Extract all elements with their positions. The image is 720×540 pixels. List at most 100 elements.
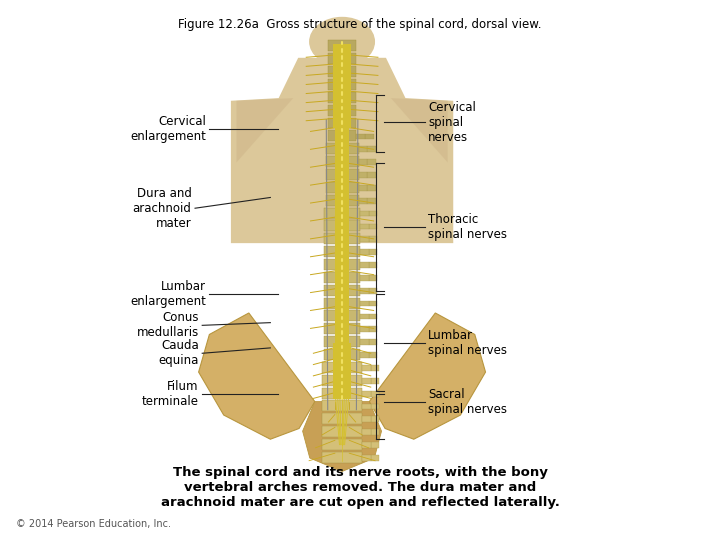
Bar	[369, 314, 377, 319]
Bar	[369, 262, 377, 268]
Circle shape	[310, 17, 374, 66]
Bar	[360, 262, 369, 268]
Bar	[328, 66, 356, 77]
Bar	[362, 365, 371, 371]
Text: Cauda
equina: Cauda equina	[158, 339, 199, 367]
Bar	[324, 323, 360, 334]
Bar	[362, 416, 371, 422]
Bar	[362, 378, 371, 383]
Bar	[333, 342, 351, 399]
Bar	[328, 79, 356, 90]
Polygon shape	[236, 98, 293, 163]
Text: The spinal cord and its nerve roots, with the bony
vertebral arches removed. The: The spinal cord and its nerve roots, wit…	[161, 466, 559, 509]
Bar	[328, 105, 356, 116]
Bar	[367, 185, 376, 191]
Polygon shape	[391, 98, 448, 163]
Bar	[360, 211, 369, 217]
Bar	[369, 275, 377, 281]
Bar	[369, 237, 377, 242]
Bar	[369, 327, 377, 332]
Bar	[328, 53, 356, 64]
Text: Lumbar
enlargement: Lumbar enlargement	[130, 280, 206, 308]
Bar	[369, 288, 377, 294]
Bar	[371, 391, 379, 396]
Bar	[371, 416, 379, 422]
Bar	[328, 131, 356, 141]
Bar	[324, 272, 360, 283]
Text: Filum
terminale: Filum terminale	[142, 380, 199, 408]
Bar	[369, 224, 377, 230]
Bar	[371, 455, 379, 461]
Bar	[324, 349, 360, 360]
Bar	[360, 314, 369, 319]
Text: Dura and
arachnoid
mater: Dura and arachnoid mater	[132, 187, 192, 230]
Bar	[325, 169, 359, 180]
Bar	[360, 352, 369, 358]
Bar	[360, 327, 369, 332]
Polygon shape	[231, 58, 453, 243]
Bar	[367, 198, 376, 204]
Bar	[371, 403, 379, 409]
Bar	[328, 118, 356, 129]
Bar	[324, 220, 360, 231]
Bar	[371, 378, 379, 383]
Bar	[360, 275, 369, 281]
Bar	[322, 362, 362, 373]
Bar	[328, 40, 356, 51]
Bar	[362, 391, 371, 396]
Bar	[362, 429, 371, 435]
Bar	[328, 92, 356, 103]
Bar	[324, 207, 360, 219]
Bar	[367, 146, 376, 152]
Bar	[359, 159, 367, 165]
Bar	[335, 127, 349, 342]
Bar	[362, 403, 371, 409]
Bar	[369, 211, 377, 217]
Bar	[359, 172, 367, 178]
Polygon shape	[199, 313, 315, 439]
Bar	[367, 172, 376, 178]
Bar	[369, 352, 377, 358]
Polygon shape	[302, 402, 382, 471]
Text: Lumbar
spinal nerves: Lumbar spinal nerves	[428, 328, 507, 356]
Bar	[367, 159, 376, 165]
Bar	[322, 413, 362, 424]
Text: Cervical
enlargement: Cervical enlargement	[130, 115, 206, 143]
Bar	[359, 198, 367, 204]
Bar	[325, 195, 359, 206]
Bar	[359, 146, 367, 152]
Bar	[360, 288, 369, 294]
Bar	[325, 143, 359, 154]
Bar	[322, 401, 362, 411]
Bar	[371, 442, 379, 448]
Text: Cervical
spinal
nerves: Cervical spinal nerves	[428, 101, 476, 144]
Text: © 2014 Pearson Education, Inc.: © 2014 Pearson Education, Inc.	[16, 519, 171, 529]
Bar	[369, 249, 377, 255]
Bar	[324, 233, 360, 244]
Bar	[324, 336, 360, 347]
Bar	[324, 285, 360, 296]
Bar	[371, 429, 379, 435]
Text: Thoracic
spinal nerves: Thoracic spinal nerves	[428, 213, 507, 241]
Bar	[324, 310, 360, 321]
Bar	[356, 133, 365, 139]
Bar	[360, 237, 369, 242]
Bar	[362, 455, 371, 461]
Bar	[362, 442, 371, 448]
Bar	[365, 133, 374, 139]
Bar	[322, 388, 362, 399]
Text: Sacral
spinal nerves: Sacral spinal nerves	[428, 388, 507, 416]
Bar	[322, 375, 362, 386]
Text: Figure 12.26a  Gross structure of the spinal cord, dorsal view.: Figure 12.26a Gross structure of the spi…	[179, 17, 541, 30]
Bar	[369, 301, 377, 307]
Bar	[369, 339, 377, 345]
Bar	[324, 246, 360, 257]
Bar	[324, 298, 360, 308]
Text: Conus
medullaris: Conus medullaris	[136, 312, 199, 339]
Polygon shape	[369, 313, 485, 439]
Bar	[360, 301, 369, 307]
Bar	[333, 44, 351, 127]
Bar	[371, 365, 379, 371]
Bar	[360, 224, 369, 230]
Bar	[322, 439, 362, 450]
